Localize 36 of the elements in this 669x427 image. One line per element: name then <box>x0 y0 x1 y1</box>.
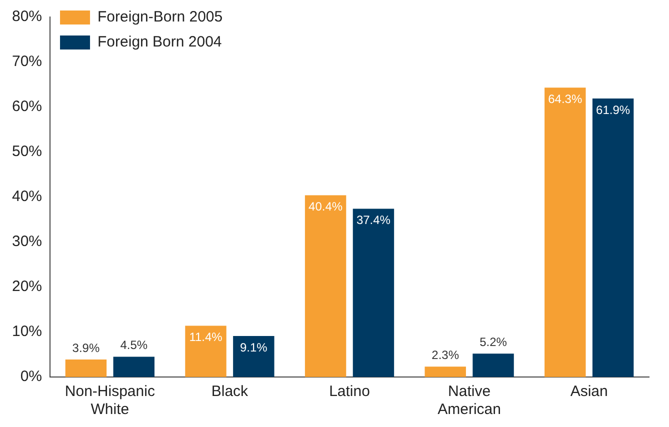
y-tick-label: 0% <box>20 368 42 386</box>
data-label: 5.2% <box>480 334 508 349</box>
y-tick-label: 50% <box>12 143 42 160</box>
x-tick-label: Asian <box>570 383 608 400</box>
data-label: 61.9% <box>596 102 630 117</box>
bar <box>113 356 154 377</box>
y-tick-label: 30% <box>12 233 42 250</box>
data-label: 3.9% <box>72 340 100 355</box>
bar <box>233 336 274 377</box>
x-tick-label: Black <box>211 383 249 400</box>
y-tick-label: 70% <box>12 53 42 70</box>
bar <box>65 359 107 377</box>
data-label: 2.3% <box>432 348 460 362</box>
y-tick-label: 10% <box>12 323 42 340</box>
data-label: 40.4% <box>308 200 343 214</box>
bar <box>472 354 514 377</box>
y-tick-label: 60% <box>12 98 42 116</box>
y-tick-label: 20% <box>12 278 42 296</box>
bar <box>352 208 394 377</box>
bar <box>304 195 346 377</box>
x-tick-label: Native American <box>438 383 501 418</box>
data-label: 11.4% <box>189 330 223 344</box>
y-tick-label: 40% <box>12 188 42 206</box>
bar <box>592 98 634 377</box>
bar <box>544 88 586 377</box>
data-label: 4.5% <box>120 338 148 352</box>
x-tick-label: Latino <box>329 383 370 400</box>
legend-label: Foreign Born 2004 <box>98 34 222 51</box>
data-label: 64.3% <box>548 92 582 106</box>
y-tick-label: 80% <box>12 8 42 26</box>
bar <box>185 326 226 377</box>
x-tick-label: Non-Hispanic White <box>64 383 156 418</box>
bar <box>424 366 466 377</box>
data-label: 9.1% <box>240 340 268 354</box>
legend-label: Foreign-Born 2005 <box>98 8 223 26</box>
data-label: 37.4% <box>356 213 391 228</box>
